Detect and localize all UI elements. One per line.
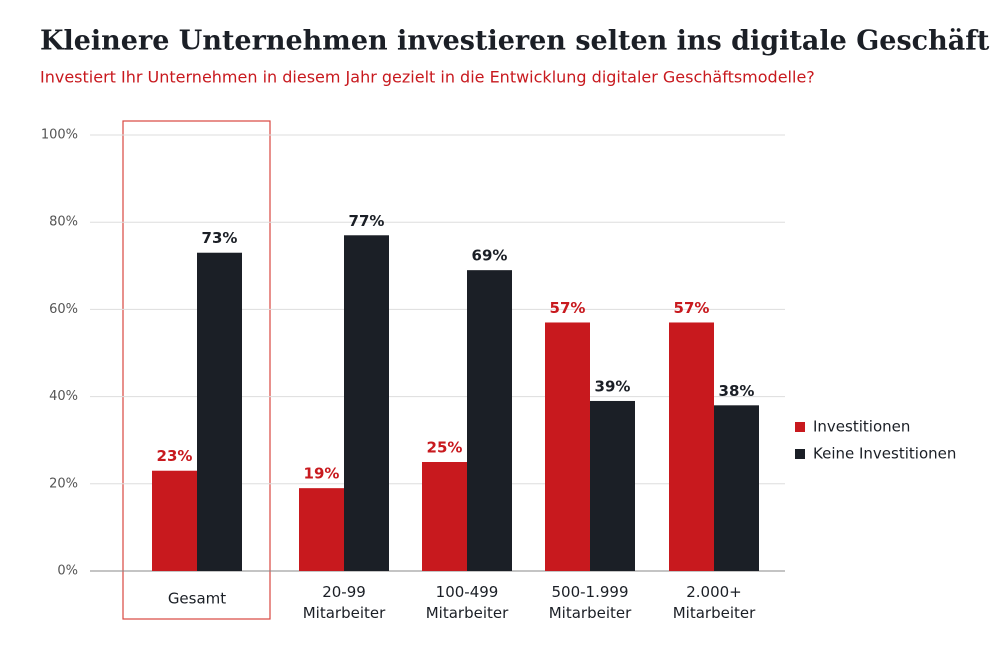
y-tick-label: 0% xyxy=(57,564,78,579)
value-label: 25% xyxy=(427,439,463,457)
value-label: 38% xyxy=(719,382,755,400)
x-tick-label: 100-499 Mitarbeiter xyxy=(426,583,509,622)
y-tick-label: 40% xyxy=(49,389,78,404)
bar xyxy=(669,322,714,571)
legend-swatch xyxy=(795,449,805,459)
bar xyxy=(152,470,197,571)
bar xyxy=(299,488,344,571)
legend-swatch xyxy=(795,422,805,432)
x-tick-label: Gesamt xyxy=(168,590,226,608)
bar xyxy=(422,462,467,571)
y-tick-label: 80% xyxy=(49,215,78,230)
x-tick-label: 20-99 Mitarbeiter xyxy=(303,583,386,622)
value-label: 19% xyxy=(304,465,340,483)
bar xyxy=(714,405,759,571)
bar xyxy=(590,400,635,571)
chart-subtitle: Investiert Ihr Unternehmen in diesem Jah… xyxy=(40,68,815,87)
y-tick-label: 20% xyxy=(49,476,78,491)
x-tick-label: 500-1.999 Mitarbeiter xyxy=(549,583,632,622)
highlight-box xyxy=(122,120,271,620)
bar xyxy=(197,252,242,571)
bar xyxy=(344,235,389,571)
value-label: 73% xyxy=(202,229,238,247)
value-label: 39% xyxy=(595,377,631,395)
y-tick-label: 100% xyxy=(41,128,78,143)
y-tick-label: 60% xyxy=(49,302,78,317)
legend-label: Keine Investitionen xyxy=(813,445,956,463)
chart-title: Kleinere Unternehmen investieren selten … xyxy=(40,26,990,57)
x-tick-label: 2.000+ Mitarbeiter xyxy=(673,583,756,622)
value-label: 23% xyxy=(157,447,193,465)
value-label: 57% xyxy=(674,299,710,317)
bar xyxy=(467,270,512,571)
value-label: 57% xyxy=(550,299,586,317)
bar xyxy=(545,322,590,571)
legend-label: Investitionen xyxy=(813,418,910,436)
value-label: 69% xyxy=(472,247,508,265)
value-label: 77% xyxy=(349,212,385,230)
